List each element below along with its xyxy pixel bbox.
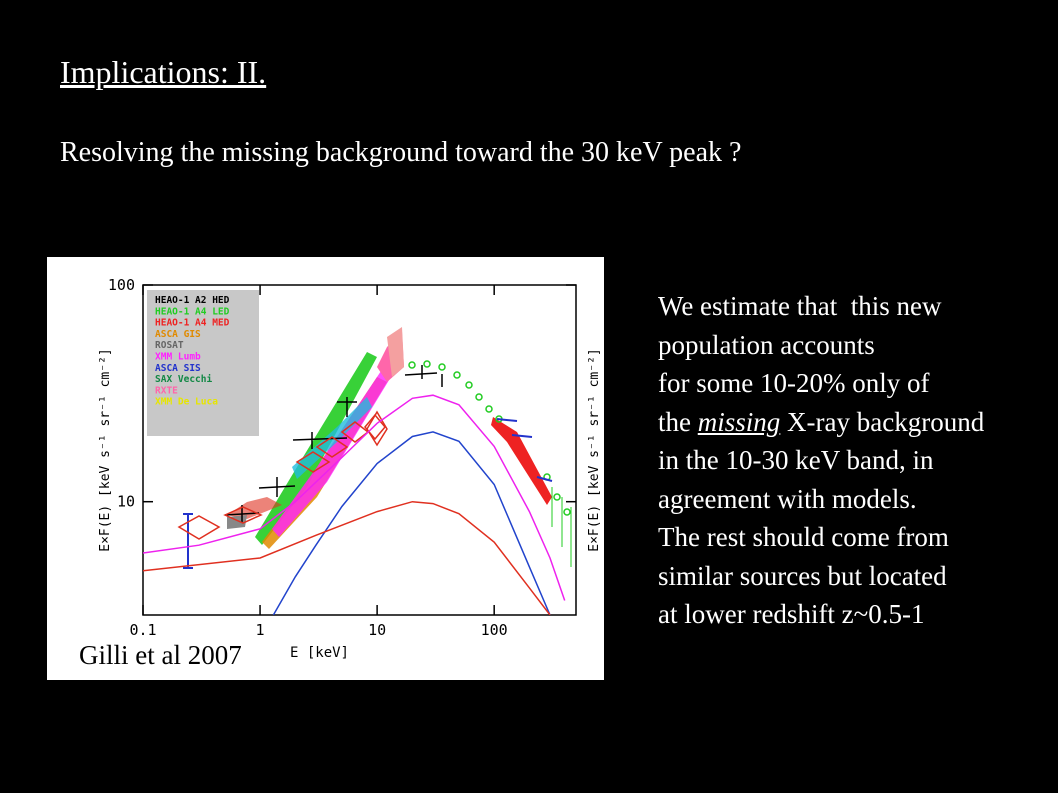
x-tick-label: 1	[256, 621, 265, 639]
legend-entry: RXTE	[155, 385, 178, 396]
model-curve	[143, 394, 566, 601]
figure: 0.1 1 10 100 10 100 E [keV] E×F(E) [keV s⁻¹ sr⁻…	[47, 257, 604, 680]
text-line: similar sources but located	[658, 560, 947, 591]
x-tick-label: 100	[481, 621, 508, 639]
text-line: at lower redshift z~0.5-1	[658, 599, 925, 629]
legend-entry: HEAO-1 A2 HED	[155, 295, 230, 306]
text-line: for some 10-20% only of	[658, 368, 930, 398]
plot-frame	[142, 284, 577, 616]
x-tick-label: 0.1	[129, 621, 156, 639]
text-line: in the 10-30 keV band, in	[658, 445, 934, 475]
x-axis-label: E [keV]	[290, 645, 349, 661]
text-line: population accounts	[658, 329, 875, 360]
legend-entry: XMM Lumb	[155, 352, 201, 363]
y-axis-label: E×F(E) [keV s⁻¹ sr⁻¹ cm⁻²]	[98, 348, 113, 552]
model-curve	[143, 500, 551, 615]
legend-entry: SAX Vecchi	[155, 374, 212, 385]
legend-entry: ROSAT	[155, 340, 184, 351]
y-axis-label: E×F(E) [keV s⁻¹ sr⁻¹ cm⁻²]	[587, 348, 602, 552]
text-line: We estimate that this new	[658, 291, 942, 321]
x-tick-label: 10	[368, 621, 386, 639]
text-part: X-ray background	[780, 406, 985, 437]
body-text: We estimate that this new population acco…	[658, 287, 984, 634]
model-curve	[272, 431, 551, 615]
caption: Gilli et al 2007	[79, 640, 242, 670]
curves	[143, 394, 566, 615]
legend-background	[147, 290, 259, 436]
legend-entry: ASCA GIS	[155, 329, 201, 340]
text-line: the missing X-ray background	[658, 403, 984, 442]
emphasis: missing	[697, 406, 781, 437]
legend-entry: HEAO-1 A4 MED	[155, 318, 230, 329]
y-tick-label: 10	[117, 493, 135, 511]
text-line: agreement with models.	[658, 483, 917, 514]
slide-title: Implications: II.	[60, 54, 267, 90]
text-part: the	[658, 406, 698, 437]
observations	[177, 327, 572, 569]
legend-entry: HEAO-1 A4 LED	[155, 306, 230, 317]
subtitle: Resolving the missing background toward …	[60, 137, 742, 168]
legend-entry: XMM De Luca	[155, 397, 218, 408]
legend-entry: ASCA SIS	[155, 363, 201, 374]
text-line: The rest should come from	[658, 522, 949, 552]
y-tick-label: 100	[108, 276, 135, 294]
